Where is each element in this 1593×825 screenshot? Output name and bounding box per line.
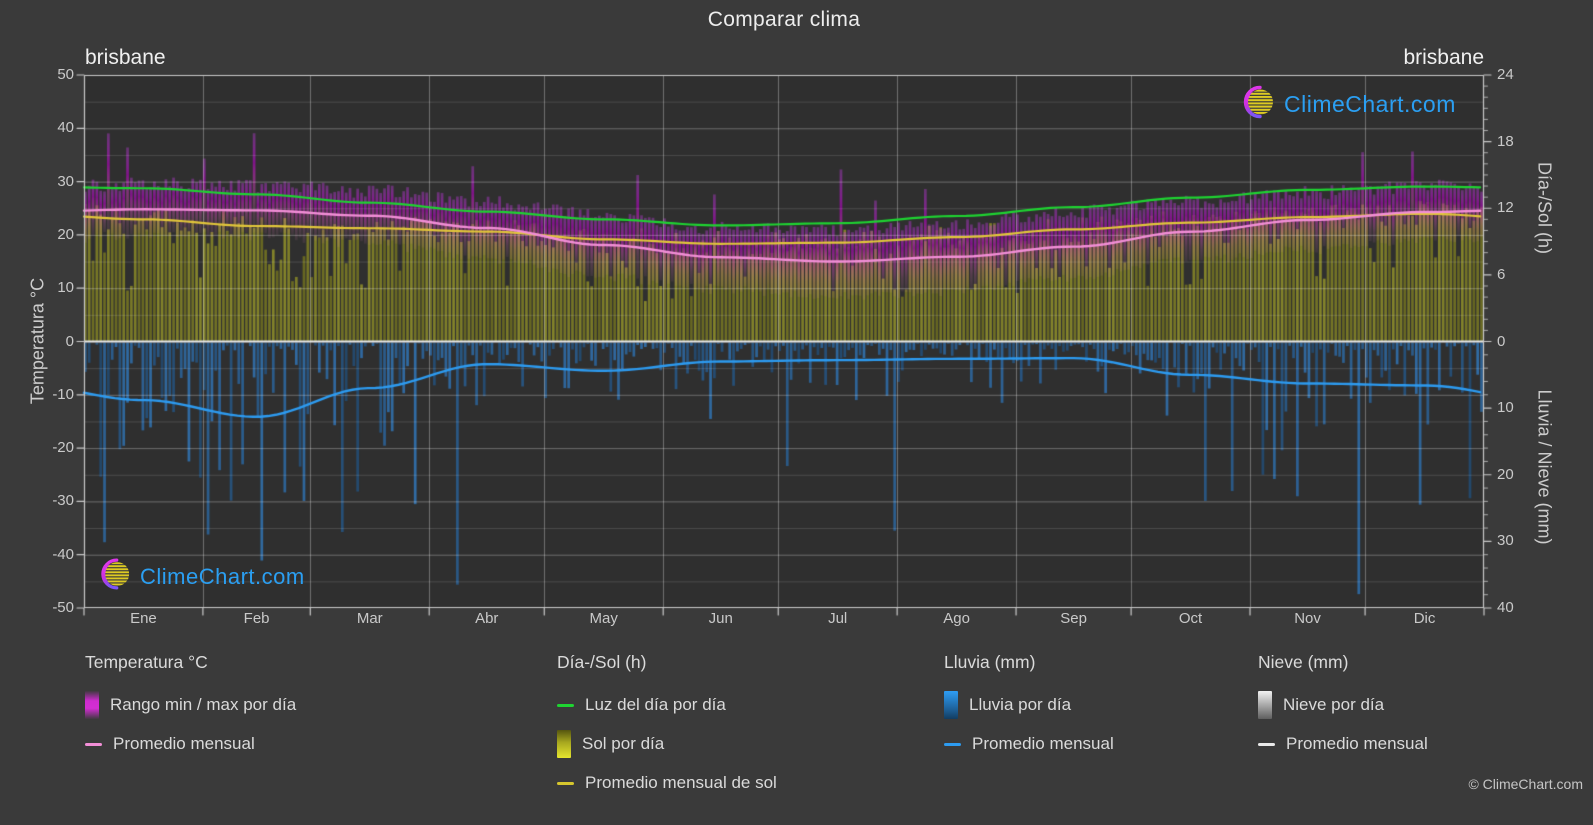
temp-tick-label: -10: [52, 385, 74, 403]
temp-avg-line-swatch-icon: [85, 742, 102, 746]
month-label: Ago: [943, 610, 970, 627]
copyright-text: © ClimeChart.com: [1468, 776, 1583, 792]
month-label: May: [589, 610, 618, 627]
legend-temperature: Temperatura °C Rango min / max por día P…: [85, 652, 296, 768]
temp-tick-label: 10: [57, 279, 74, 297]
temp-tick-label: -20: [52, 439, 74, 457]
watermark-text: ClimeChart.com: [1284, 91, 1456, 117]
sun-tick-label: 18: [1497, 132, 1514, 150]
watermark-top-right: ClimeChart.com: [1232, 80, 1456, 129]
legend-snow-title: Nieve (mm): [1258, 652, 1349, 672]
month-label: Oct: [1178, 610, 1203, 627]
legend-item-snow-day: Nieve por día: [1258, 690, 1428, 720]
sun-tick-label: 24: [1497, 66, 1514, 83]
month-label: Abr: [475, 610, 499, 627]
legend-temperature-title: Temperatura °C: [85, 652, 208, 672]
temp-tick-label: 40: [57, 119, 74, 137]
temp-tick-label: -40: [52, 545, 74, 563]
sun-bar-swatch-icon: [557, 730, 571, 758]
legend-item-snow-avg: Promedio mensual: [1258, 729, 1428, 759]
legend-item-temp-range: Rango min / max por día: [85, 690, 296, 720]
sun-tick-label: 6: [1497, 265, 1506, 283]
climechart-logo-icon: [1232, 80, 1276, 129]
rain-tick-label: 30: [1497, 532, 1514, 550]
rain-tick-label: 40: [1497, 599, 1514, 616]
legend-item-temp-avg: Promedio mensual: [85, 729, 296, 759]
legend-label: Promedio mensual: [113, 734, 255, 753]
legend-item-rain-day: Lluvia por día: [944, 690, 1114, 720]
legend-snow: Nieve (mm) Nieve por día Promedio mensua…: [1258, 652, 1428, 768]
legend-rain: Lluvia (mm) Lluvia por día Promedio mens…: [944, 652, 1114, 768]
month-label: Mar: [356, 610, 383, 627]
sun-tick-label: 0: [1497, 332, 1506, 350]
snow-avg-line-swatch-icon: [1258, 742, 1275, 746]
legend-label: Sol por día: [582, 734, 665, 753]
legend-item-rain-avg: Promedio mensual: [944, 729, 1114, 759]
legend-item-daylight: Luz del día por día: [557, 690, 777, 720]
station-name-right: brisbane: [1403, 46, 1484, 69]
month-label: Feb: [243, 610, 270, 627]
month-label: Sep: [1060, 610, 1087, 627]
temp-range-swatch-icon: [85, 691, 99, 719]
rain-tick-label: 20: [1497, 465, 1514, 483]
page-title: Comparar clima: [707, 8, 861, 31]
legend-label: Promedio mensual de sol: [585, 773, 777, 792]
station-name-left: brisbane: [85, 46, 166, 69]
temp-tick-label: -50: [52, 599, 74, 616]
legend-label: Lluvia por día: [969, 695, 1072, 714]
legend-rain-title: Lluvia (mm): [944, 652, 1036, 672]
watermark-bottom-left: ClimeChart.com: [90, 553, 305, 600]
rain-tick-label: 10: [1497, 399, 1514, 417]
month-label: Nov: [1294, 610, 1321, 627]
legend-label: Promedio mensual: [972, 734, 1114, 753]
legend-sun: Día-/Sol (h) Luz del día por día Sol por…: [557, 652, 777, 807]
temp-tick-label: -30: [52, 492, 74, 510]
legend-label: Rango min / max por día: [110, 695, 297, 714]
temp-tick-label: 0: [65, 332, 74, 350]
legend-sun-title: Día-/Sol (h): [557, 652, 647, 672]
rain-bar-swatch-icon: [944, 691, 958, 719]
sun-avg-line-swatch-icon: [557, 781, 574, 785]
temp-tick-label: 50: [57, 66, 74, 83]
daylight-line-swatch-icon: [557, 703, 574, 707]
snow-bar-swatch-icon: [1258, 691, 1272, 719]
month-label: Jul: [828, 610, 848, 627]
watermark-text: ClimeChart.com: [140, 563, 305, 589]
month-label: Ene: [130, 610, 157, 627]
sun-tick-label: 12: [1497, 199, 1514, 217]
legend-label: Nieve por día: [1283, 695, 1385, 714]
temp-tick-label: 30: [57, 172, 74, 190]
temp-tick-label: 20: [57, 225, 74, 243]
legend-item-sun-avg: Promedio mensual de sol: [557, 768, 777, 798]
month-label: Dic: [1413, 610, 1436, 627]
legend-label: Promedio mensual: [1286, 734, 1428, 753]
legend-label: Luz del día por día: [585, 695, 726, 714]
legend-item-sun-day: Sol por día: [557, 729, 777, 759]
month-label: Jun: [708, 610, 733, 627]
rain-avg-line-swatch-icon: [944, 742, 961, 746]
climechart-logo-icon: [90, 553, 132, 600]
